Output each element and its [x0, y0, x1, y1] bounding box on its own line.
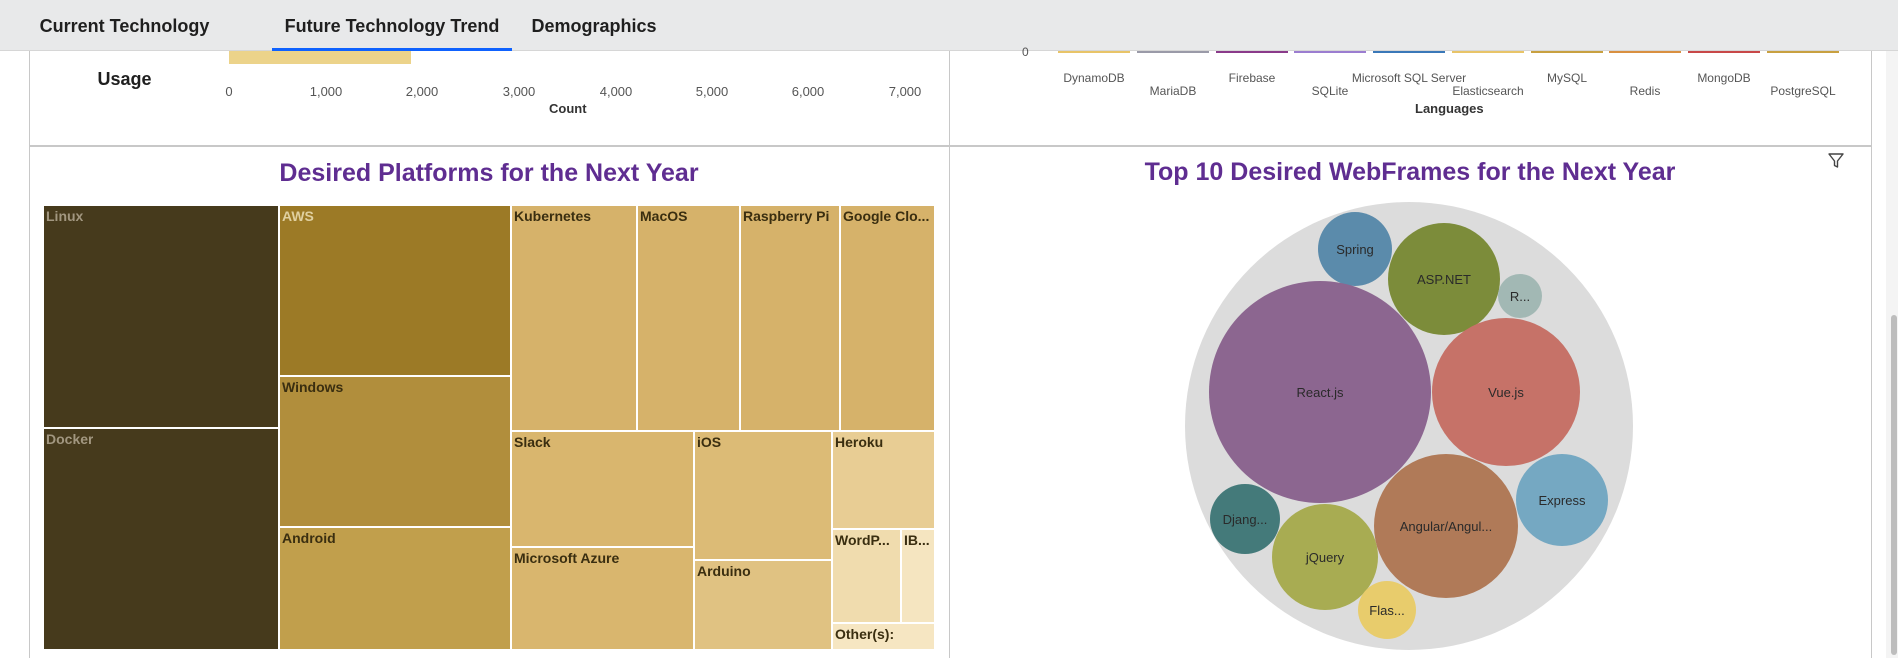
y-axis-tick: 0 [1022, 45, 1029, 59]
treemap-tile[interactable]: iOS [694, 431, 832, 560]
tab-current-technology-usage[interactable]: Current Technology Usage [39, 16, 210, 89]
tab-bar: Current Technology Usage Future Technolo… [0, 0, 1898, 89]
bubble-label: Spring [1336, 242, 1374, 257]
treemap-tile[interactable]: Raspberry Pi [740, 205, 840, 431]
bubble-label: jQuery [1305, 550, 1345, 565]
x-axis-title: Languages [1415, 101, 1484, 116]
x-tick-label: 5,000 [695, 84, 729, 99]
bubble[interactable]: Vue.js [1432, 318, 1580, 466]
bubble-label: Express [1539, 493, 1586, 508]
treemap-tile[interactable]: IB... [901, 529, 935, 623]
bubble-label: Vue.js [1488, 385, 1524, 400]
treemap-tile[interactable]: Google Clo... [840, 205, 935, 431]
treemap-tile[interactable]: Android [279, 527, 511, 650]
bubble-circle[interactable] [1358, 581, 1416, 639]
series-line-segment [1531, 51, 1603, 53]
bubble-circle[interactable] [1272, 504, 1378, 610]
treemap-tile[interactable]: Windows [279, 376, 511, 527]
series-line-segment [1137, 51, 1209, 53]
treemap-tile[interactable]: Slack [511, 431, 694, 547]
bubble-circle[interactable] [1498, 274, 1542, 318]
x-tick-label: 4,000 [599, 84, 633, 99]
bubble[interactable]: Express [1516, 454, 1608, 546]
category-label: Microsoft SQL Server [1351, 71, 1467, 85]
tab-demographics[interactable]: Demographics [531, 16, 657, 36]
tab-future-technology-trend[interactable]: Future Technology Trend [272, 0, 512, 51]
treemap-tile[interactable]: Heroku [832, 431, 935, 529]
panel-divider-vertical [949, 51, 950, 658]
chart-bar [229, 51, 411, 64]
bubble-label: R... [1510, 289, 1530, 304]
series-line-segment [1058, 51, 1130, 53]
category-label: DynamoDB [1063, 71, 1125, 85]
series-line-segment [1452, 51, 1524, 53]
webframes-title: Top 10 Desired WebFrames for the Next Ye… [1144, 158, 1676, 186]
bubble-circle[interactable] [1210, 484, 1280, 554]
bubble[interactable]: Spring [1318, 212, 1392, 286]
bubble-label: Angular/Angul... [1400, 519, 1493, 534]
series-line-segment [1609, 51, 1681, 53]
panel-divider-right [1871, 51, 1872, 658]
category-label: Elasticsearch [1452, 84, 1524, 98]
series-line-segment [1688, 51, 1760, 53]
treemap-tile[interactable]: Docker [43, 428, 279, 650]
bubble-circle[interactable] [1432, 318, 1580, 466]
x-tick-label: 3,000 [502, 84, 536, 99]
series-line-segment [1373, 51, 1445, 53]
bubble[interactable]: Angular/Angul... [1374, 454, 1518, 598]
bubble[interactable]: Djang... [1210, 484, 1280, 554]
bubble[interactable]: React.js [1209, 281, 1431, 503]
bubble-label: ASP.NET [1417, 272, 1471, 287]
bubble[interactable]: R... [1498, 274, 1542, 318]
platforms-title: Desired Platforms for the Next Year [279, 159, 699, 187]
x-tick-label: 2,000 [405, 84, 439, 99]
bubble-circle[interactable] [1209, 281, 1431, 503]
filter-icon[interactable] [1827, 152, 1845, 170]
category-label: Firebase [1228, 71, 1276, 85]
treemap-tile[interactable]: Linux [43, 205, 279, 428]
category-label: SQLite [1311, 84, 1349, 98]
treemap-tile[interactable]: Microsoft Azure [511, 547, 694, 650]
series-line-segment [1216, 51, 1288, 53]
bubble[interactable]: ASP.NET [1388, 223, 1500, 335]
bubble-label: Flas... [1369, 603, 1404, 618]
bubble-circle[interactable] [1374, 454, 1518, 598]
x-axis-title: Count [549, 101, 587, 116]
dashboard-canvas [29, 51, 1871, 658]
treemap-tile[interactable]: Other(s): [832, 623, 935, 650]
x-tick-label: 7,000 [888, 84, 922, 99]
category-label: MySQL [1546, 71, 1588, 85]
x-tick-label: 0 [225, 84, 233, 99]
bubble-label: Djang... [1223, 512, 1268, 527]
category-label: MongoDB [1697, 71, 1751, 85]
category-label: Redis [1629, 84, 1661, 98]
treemap-tile[interactable]: WordP... [832, 529, 901, 623]
bubble-label: React.js [1297, 385, 1344, 400]
category-label: PostgreSQL [1770, 84, 1836, 98]
x-tick-label: 1,000 [309, 84, 343, 99]
bubble-circle[interactable] [1516, 454, 1608, 546]
treemap-tile[interactable]: AWS [279, 205, 511, 376]
category-label: MariaDB [1149, 84, 1197, 98]
treemap-tile[interactable]: MacOS [637, 205, 740, 431]
bubble[interactable]: Flas... [1358, 581, 1416, 639]
x-tick-label: 6,000 [791, 84, 825, 99]
bubble[interactable]: jQuery [1272, 504, 1378, 610]
series-line-segment [1294, 51, 1366, 53]
bubble-circle[interactable] [1388, 223, 1500, 335]
panel-divider-horizontal [29, 145, 1871, 147]
scrollbar-thumb[interactable] [1891, 315, 1897, 655]
bubble-circle[interactable] [1318, 212, 1392, 286]
treemap-tile[interactable]: Arduino [694, 560, 832, 650]
series-line-segment [1767, 51, 1839, 53]
treemap-tile[interactable]: Kubernetes [511, 205, 637, 431]
